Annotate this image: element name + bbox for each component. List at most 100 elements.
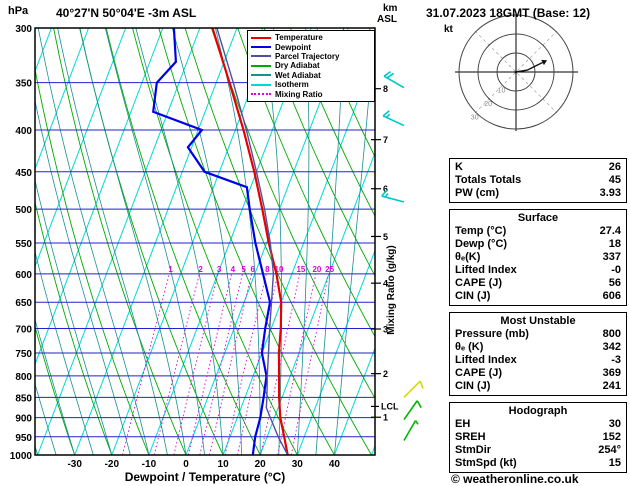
isotherm-line (37, 28, 201, 455)
svg-text:4: 4 (231, 265, 236, 274)
dry-adiabat-line (53, 28, 187, 455)
wind-barb-half-feather (414, 420, 419, 425)
table-row: CIN (J) 241 (455, 380, 621, 393)
row-value: 45 (608, 174, 621, 186)
legend-line-sample (251, 46, 271, 49)
svg-text:40: 40 (329, 459, 341, 470)
svg-text:700: 700 (15, 325, 32, 336)
row-value: 369 (602, 367, 621, 379)
dry-adiabat-line (316, 28, 375, 158)
svg-text:900: 900 (15, 414, 32, 425)
legend-item-label: Wet Adiabat (275, 70, 321, 80)
dewpoint-curve (152, 28, 272, 455)
table-row: CAPE (J) 369 (455, 367, 621, 380)
hodograph-ring (477, 33, 555, 111)
hodograph-ring-label: 20 (484, 101, 492, 108)
svg-text:350: 350 (15, 79, 32, 90)
hodograph-diagonal (474, 30, 558, 114)
row-value: -0 (611, 264, 621, 276)
hodograph-ring (458, 14, 574, 130)
lcl-label: LCL (381, 401, 399, 411)
row-value: 3.93 (599, 187, 621, 199)
wet-adiabat-line (35, 250, 94, 455)
svg-text:300: 300 (15, 24, 32, 35)
svg-text:600: 600 (15, 270, 32, 281)
wind-barb-staff (381, 195, 405, 203)
table-row: StmSpd (kt) 15 (455, 457, 621, 470)
indices-box: K 26 Totals Totals 45 PW (cm) 3.93 (449, 158, 627, 203)
mixing-ratio-line (173, 273, 219, 455)
mixing-ratio-axis-label: Mixing Ratio (g/kg) (386, 245, 397, 334)
hodograph-unit-label: kt (444, 24, 453, 35)
mixing-ratio-line (122, 273, 170, 455)
most-unstable-box-title: Most Unstable (500, 315, 576, 327)
legend-line-sample (251, 83, 271, 86)
row-value: 26 (608, 161, 621, 173)
svg-text:950: 950 (15, 433, 32, 444)
wet-adiabat-line (37, 28, 150, 455)
isotherm-line (333, 346, 375, 455)
svg-text:6: 6 (250, 265, 255, 274)
dry-adiabat-line (263, 28, 375, 277)
dry-adiabat-line (289, 28, 375, 217)
svg-text:400: 400 (15, 126, 32, 137)
row-label: CAPE (J) (455, 277, 503, 289)
hodograph-ring-label: 30 (471, 114, 479, 121)
temperature-axis-labels: -30 -20 -10 0 10 20 30 40 (67, 459, 340, 470)
hodograph-trace (515, 61, 543, 73)
table-row: StmDir 254° (455, 444, 621, 457)
wind-barbs (381, 70, 424, 441)
svg-text:1: 1 (383, 413, 388, 423)
mixing-ratio-line (236, 273, 279, 455)
svg-text:20: 20 (312, 265, 321, 274)
svg-text:10: 10 (275, 265, 284, 274)
wind-barb-half-feather (385, 113, 391, 118)
dry-adiabat-line (105, 28, 261, 455)
legend-line-sample (251, 36, 271, 39)
svg-text:3: 3 (383, 325, 388, 335)
surface-rows: Temp (°C) 27.4 Dewp (°C) 18 θₑ(K) 337 Lifted I… (455, 225, 621, 303)
mixing-ratio-labels: 1 2 3 4 5 6 8 10 15 20 25 (168, 265, 334, 274)
svg-text:5: 5 (383, 232, 388, 242)
hodograph-trace-arrow (541, 59, 548, 66)
svg-text:1000: 1000 (10, 451, 33, 462)
row-label: StmSpd (kt) (455, 457, 517, 469)
svg-text:30: 30 (292, 459, 304, 470)
row-value: 241 (602, 380, 621, 392)
hodograph-origin-dot (514, 70, 518, 74)
svg-text:750: 750 (15, 349, 32, 360)
mixing-ratio-line (260, 273, 301, 455)
wind-barb-feather (419, 380, 424, 389)
row-label: θₑ (K) (455, 341, 484, 353)
pressure-axis-labels: 300 350 400 450 500 550 600 650 700 750 800 850 900 9… (10, 24, 33, 462)
hodograph-rows: EH 30 SREH 152 StmDir 254° StmSpd (kt) 15 (455, 418, 621, 470)
legend-line-sample (251, 55, 271, 58)
svg-text:-10: -10 (142, 459, 157, 470)
wind-barb-staff (403, 400, 418, 421)
grid-lines (35, 28, 375, 455)
svg-text:6: 6 (383, 184, 388, 194)
legend-item: Dewpoint (251, 42, 371, 52)
svg-text:500: 500 (15, 205, 32, 216)
copyright: © weatheronline.co.uk (451, 472, 579, 486)
svg-text:15: 15 (296, 265, 305, 274)
row-value: 30 (608, 418, 621, 430)
row-label: θₑ(K) (455, 251, 481, 263)
svg-text:7: 7 (383, 135, 388, 145)
legend-item: Isotherm (251, 80, 371, 89)
row-label: Temp (°C) (455, 225, 507, 237)
isotherm-line (259, 151, 375, 455)
row-value: 27.4 (599, 225, 621, 237)
row-label: PW (cm) (455, 187, 499, 199)
table-row: Lifted Index -0 (455, 264, 621, 277)
svg-text:20: 20 (255, 459, 267, 470)
svg-text:4: 4 (383, 279, 388, 289)
legend-line-sample (251, 64, 271, 67)
table-row: Totals Totals 45 (455, 174, 621, 187)
wind-barb-feather (416, 400, 422, 409)
svg-text:2: 2 (198, 265, 203, 274)
svg-text:10: 10 (218, 459, 230, 470)
svg-text:3: 3 (217, 265, 222, 274)
row-value: -3 (611, 354, 621, 366)
